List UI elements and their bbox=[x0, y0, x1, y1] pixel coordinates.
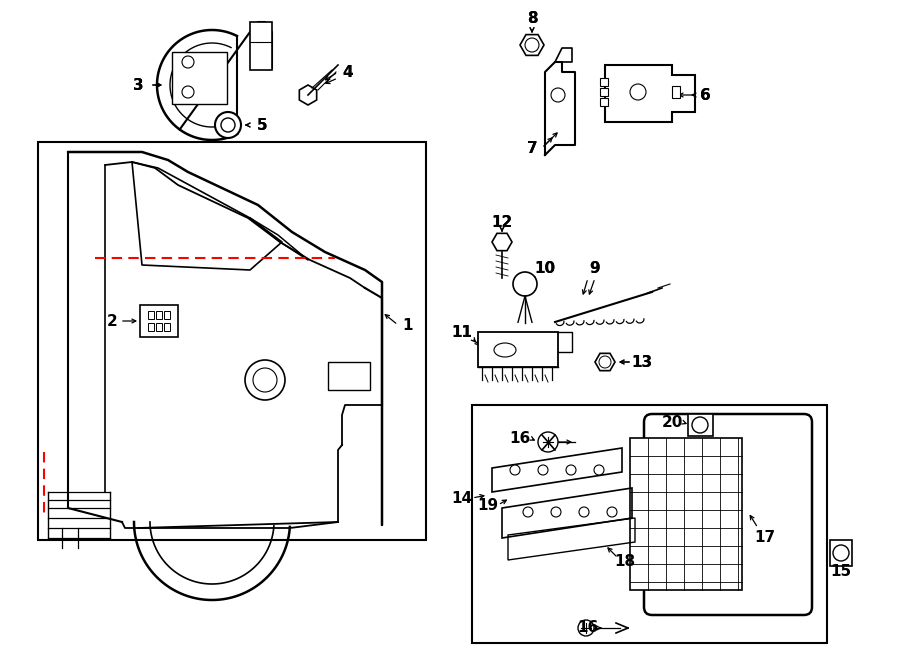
Circle shape bbox=[566, 465, 576, 475]
Circle shape bbox=[630, 84, 646, 100]
Text: 20: 20 bbox=[662, 414, 683, 430]
Bar bbox=[478, 332, 558, 367]
Circle shape bbox=[513, 272, 537, 296]
Text: 19: 19 bbox=[477, 498, 499, 512]
Text: 13: 13 bbox=[632, 354, 652, 369]
Bar bbox=[688, 414, 713, 436]
Circle shape bbox=[525, 38, 539, 52]
Bar bbox=[38, 142, 426, 540]
Text: 8: 8 bbox=[526, 11, 537, 26]
Text: 8: 8 bbox=[526, 11, 537, 26]
Bar bbox=[164, 311, 170, 319]
Circle shape bbox=[594, 465, 604, 475]
Circle shape bbox=[538, 432, 558, 452]
Circle shape bbox=[182, 56, 194, 68]
Text: 1: 1 bbox=[403, 317, 413, 332]
Bar bbox=[172, 52, 227, 104]
Text: 13: 13 bbox=[632, 354, 652, 369]
Text: 5: 5 bbox=[256, 118, 267, 132]
Circle shape bbox=[607, 507, 617, 517]
Circle shape bbox=[215, 112, 241, 138]
Text: 16: 16 bbox=[509, 430, 531, 446]
Circle shape bbox=[182, 86, 194, 98]
Bar bbox=[250, 22, 272, 70]
Text: 10: 10 bbox=[535, 260, 555, 276]
Bar bbox=[472, 405, 827, 643]
Bar bbox=[140, 305, 178, 337]
Circle shape bbox=[523, 507, 533, 517]
Circle shape bbox=[538, 465, 548, 475]
Ellipse shape bbox=[494, 343, 516, 357]
Circle shape bbox=[253, 368, 277, 392]
Text: 12: 12 bbox=[491, 215, 513, 229]
Text: 12: 12 bbox=[491, 215, 513, 229]
Circle shape bbox=[579, 507, 589, 517]
FancyBboxPatch shape bbox=[644, 414, 812, 615]
Bar bbox=[600, 88, 608, 96]
Text: 9: 9 bbox=[590, 260, 600, 276]
Text: 7: 7 bbox=[526, 141, 537, 155]
Text: 11: 11 bbox=[452, 325, 472, 340]
Circle shape bbox=[833, 545, 849, 561]
Circle shape bbox=[510, 465, 520, 475]
Circle shape bbox=[245, 360, 285, 400]
Text: 5: 5 bbox=[256, 118, 267, 132]
Bar bbox=[148, 323, 154, 331]
Bar bbox=[156, 323, 162, 331]
Circle shape bbox=[221, 118, 235, 132]
Circle shape bbox=[551, 507, 561, 517]
Text: 4: 4 bbox=[343, 65, 354, 79]
Bar bbox=[830, 540, 852, 566]
Bar bbox=[156, 311, 162, 319]
Text: 7: 7 bbox=[526, 141, 537, 155]
Bar bbox=[328, 362, 370, 390]
Text: 17: 17 bbox=[754, 531, 776, 545]
Text: 6: 6 bbox=[699, 87, 710, 102]
Text: 4: 4 bbox=[343, 65, 354, 79]
Bar bbox=[148, 311, 154, 319]
Circle shape bbox=[578, 620, 594, 636]
Text: 3: 3 bbox=[132, 77, 143, 93]
Text: 11: 11 bbox=[452, 325, 472, 340]
Circle shape bbox=[692, 417, 708, 433]
Text: 6: 6 bbox=[699, 87, 710, 102]
Text: 18: 18 bbox=[615, 555, 635, 570]
Circle shape bbox=[551, 88, 565, 102]
Bar bbox=[600, 98, 608, 106]
Bar bbox=[164, 323, 170, 331]
Text: 14: 14 bbox=[452, 490, 472, 506]
Circle shape bbox=[599, 356, 611, 368]
Text: 9: 9 bbox=[590, 260, 600, 276]
Bar bbox=[600, 78, 608, 86]
Text: 10: 10 bbox=[535, 260, 555, 276]
Text: 3: 3 bbox=[132, 77, 143, 93]
Text: 16: 16 bbox=[578, 621, 599, 635]
Bar bbox=[672, 86, 680, 98]
Text: 15: 15 bbox=[831, 564, 851, 580]
Text: 2: 2 bbox=[106, 313, 117, 329]
Bar bbox=[630, 438, 742, 590]
